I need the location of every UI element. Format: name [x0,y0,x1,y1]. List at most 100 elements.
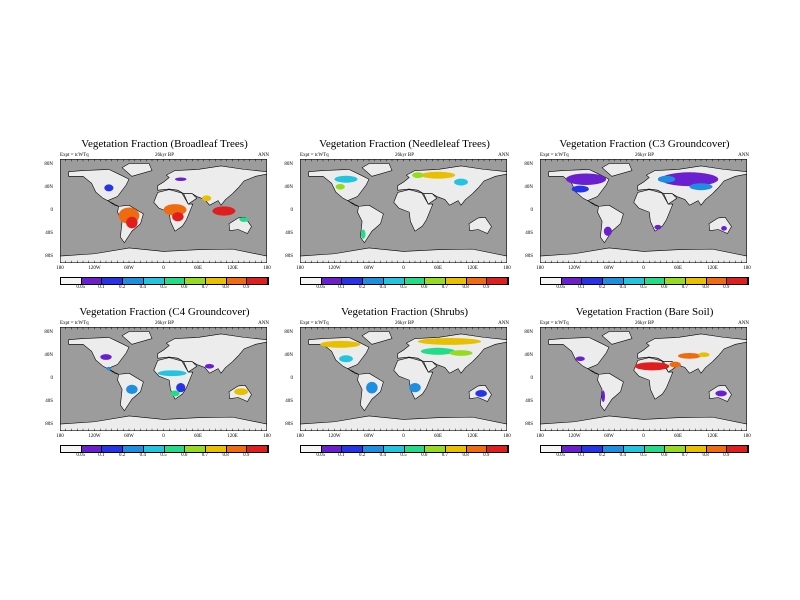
vegetation-fraction-region [657,175,676,183]
colorbar-label: 0.8 [462,453,469,458]
panel-title: Vegetation Fraction (Bare Soil) [575,306,714,318]
continent [183,361,198,373]
x-tick-label: 60E [193,266,203,271]
panel-title: Vegetation Fraction (Shrubs) [340,306,469,318]
colorbar-label: 0.7 [441,285,449,290]
colorbar-segment [466,278,488,284]
colorbar-segment [541,446,562,452]
colorbar-label: 0.4 [379,453,386,458]
continent [548,337,610,375]
colorbar-label: 0.8 [702,453,709,458]
vegetation-fraction-region [175,177,187,181]
vegetation-fraction-region [417,337,482,345]
colorbar-segment [466,446,488,452]
time-label: 26kyr BP [394,321,415,326]
world-map [60,159,267,263]
x-tick-label: 180 [263,266,271,271]
continent [121,331,153,345]
x-tick-label: 120E [707,434,718,439]
vegetation-fraction-region [366,381,378,394]
colorbar-segment [123,446,144,452]
vegetation-fraction-region [204,363,215,369]
world-map [300,159,507,263]
colorbar-label: 0.2 [358,285,366,290]
colorbar-segment [582,446,604,452]
x-tick-label: 0 [162,434,165,439]
colorbar-segment [185,278,206,284]
colorbar-label: 0.1 [338,453,345,458]
colorbar-label: 0.9 [243,285,250,290]
colorbar-label: 0.9 [723,285,730,290]
x-tick-label: 120W [328,266,341,271]
colorbar-label: 0.6 [421,285,428,290]
vegetation-fraction-region [157,370,187,377]
y-tick-label: 80S [45,422,53,428]
colorbar-label: 0.2 [118,453,126,458]
continent [468,217,492,234]
continent [601,163,633,177]
colorbar-label: 0.7 [441,453,449,458]
continent [540,247,747,263]
y-tick-label: 40N [44,184,53,190]
colorbar-segment [445,278,467,284]
colorbar-label: 0.9 [483,285,490,290]
colorbar-segment [81,278,103,284]
colorbar-label: 0.05 [316,285,326,290]
colorbar-label: 0.8 [702,285,709,290]
vegetation-fraction-region [420,347,456,355]
y-tick-label: 40S [285,399,293,405]
colorbar-label: 0.4 [379,285,386,290]
colorbar-segment [727,446,749,452]
x-tick-label: 60E [193,434,203,439]
vegetation-fraction-region [698,352,710,358]
continent [361,163,393,177]
y-tick-label: 0 [50,208,54,213]
season-label: ANN [738,321,749,326]
continent [60,247,267,263]
x-tick-label: 120W [568,434,581,439]
colorbar-segment [61,278,82,284]
panel-title: Vegetation Fraction (Needleleaf Trees) [319,138,490,150]
season-label: ANN [738,153,749,158]
y-tick-label: 40S [45,231,53,237]
colorbar-segment [706,446,728,452]
x-tick-label: 120E [467,266,478,271]
vegetation-fraction-region [212,206,236,216]
y-tick-label: 0 [290,376,294,381]
colorbar-segment [185,446,206,452]
y-tick-label: 0 [50,376,54,381]
colorbar-label: 0.5 [400,453,407,458]
world-map [60,327,267,431]
experiment-label: Expt = tcWTq [300,153,329,158]
colorbar-segment [404,446,426,452]
colorbar-segment [383,446,405,452]
continent [183,193,198,205]
vegetation-fraction-region [126,384,138,395]
x-tick-label: 180 [536,266,544,271]
vegetation-fraction-region [163,204,187,216]
time-label: 26kyr BP [154,321,175,326]
map-panel: Vegetation Fraction (Broadleaf Trees) Ex… [44,138,272,313]
colorbar-segment [164,446,186,452]
vegetation-fraction-region [409,383,421,393]
map-panel: Vegetation Fraction (C3 Groundcover) Exp… [524,138,752,313]
colorbar-label: 0.2 [358,453,366,458]
vegetation-fraction-region [170,390,180,397]
vegetation-fraction-region [601,390,605,403]
colorbar-label: 0.1 [578,285,585,290]
continent [633,189,674,232]
colorbar-segment [81,446,103,452]
continent [540,415,747,431]
colorbar [540,445,749,453]
colorbar-label: 0.5 [160,453,167,458]
colorbar-segment [644,278,666,284]
x-tick-label: 180 [503,434,511,439]
vegetation-fraction-region [126,216,138,229]
experiment-label: Expt = tcWTq [300,321,329,326]
x-tick-label: 120W [88,434,101,439]
colorbar-label: 0.2 [598,453,606,458]
x-tick-label: 60W [364,266,374,271]
y-tick-label: 40S [285,231,293,237]
colorbar-segment [205,278,227,284]
colorbar-label: 0.1 [98,285,105,290]
